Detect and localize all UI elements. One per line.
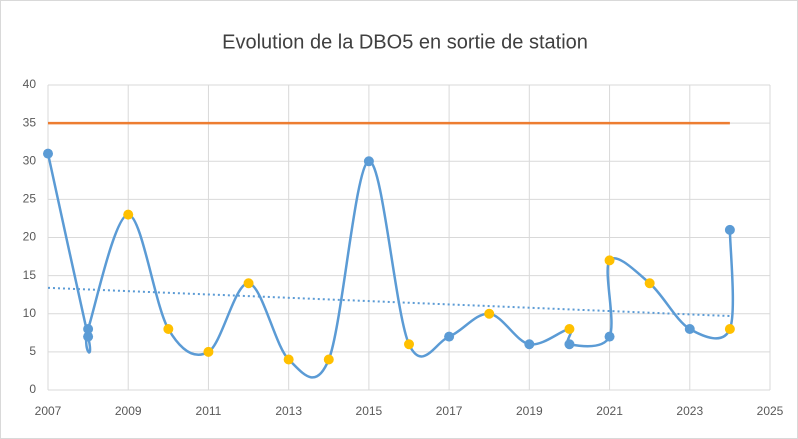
data-point — [163, 324, 174, 334]
data-point — [43, 148, 53, 159]
y-tick-label: 5 — [29, 344, 36, 358]
y-tick-label: 25 — [23, 192, 37, 206]
data-point — [564, 339, 575, 350]
x-tick-label: 2013 — [275, 404, 302, 418]
x-tick-label: 2015 — [356, 404, 383, 418]
y-tick-label: 30 — [23, 153, 37, 167]
data-point — [604, 331, 615, 342]
x-tick-label: 2009 — [115, 404, 142, 418]
x-tick-label: 2011 — [196, 404, 222, 418]
x-tick-label: 2025 — [757, 404, 784, 418]
data-point — [363, 156, 374, 167]
y-tick-label: 10 — [23, 306, 37, 320]
data-point — [564, 324, 575, 334]
y-tick-label: 35 — [23, 115, 37, 129]
data-point — [644, 278, 655, 289]
data-point — [123, 209, 134, 220]
data-point — [524, 339, 535, 350]
x-tick-label: 2019 — [516, 404, 543, 418]
data-point — [83, 324, 94, 334]
data-point — [684, 324, 695, 334]
data-point — [243, 278, 254, 289]
data-point — [283, 354, 294, 365]
data-point — [404, 339, 414, 350]
y-tick-label: 40 — [23, 77, 37, 91]
y-tick-label: 20 — [23, 230, 37, 244]
x-tick-label: 2017 — [436, 404, 463, 418]
x-tick-label: 2023 — [676, 404, 703, 418]
x-tick-label: 2021 — [596, 404, 623, 418]
trend-line — [47, 286, 730, 318]
data-point — [203, 346, 214, 357]
data-point — [724, 224, 735, 235]
y-tick-label: 15 — [23, 268, 37, 282]
data-point — [323, 354, 334, 365]
data-point — [484, 308, 495, 319]
data-point — [724, 324, 735, 334]
data-point — [83, 331, 94, 342]
chart-title: Evolution de la DBO5 en sortie de statio… — [222, 31, 588, 53]
data-point — [604, 255, 615, 266]
data-point — [444, 331, 455, 342]
y-tick-label: 0 — [29, 382, 36, 396]
x-tick-label: 2007 — [35, 404, 62, 418]
